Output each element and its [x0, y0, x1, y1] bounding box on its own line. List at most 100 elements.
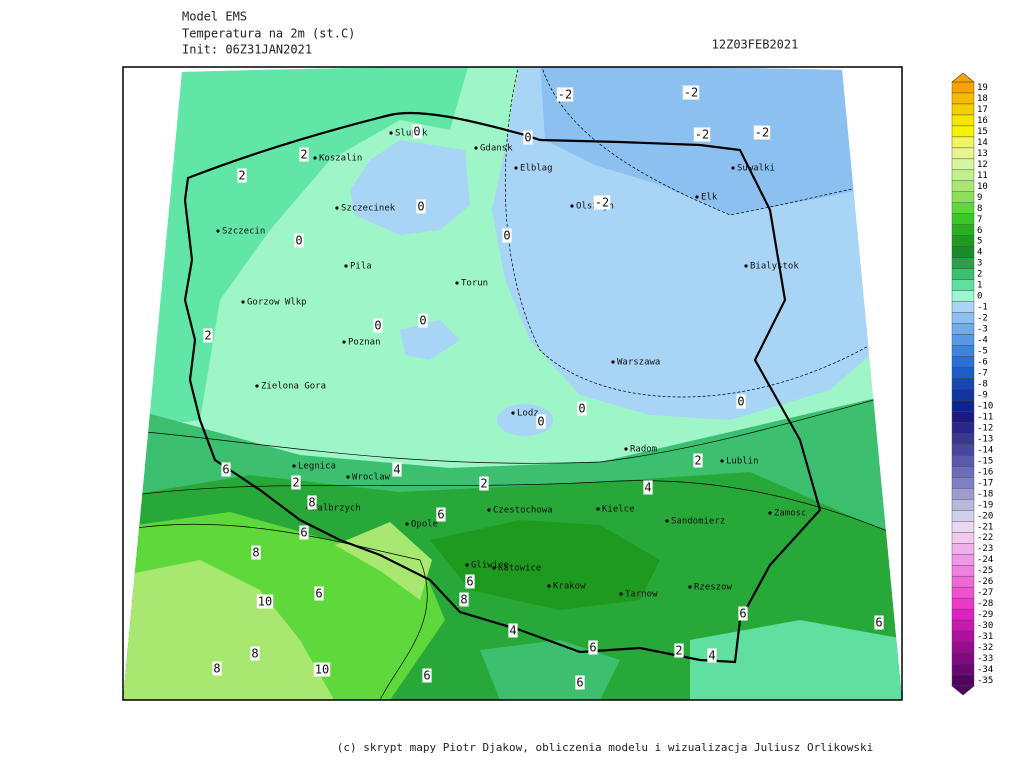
colorbar-label: -24 [977, 555, 993, 565]
colorbar-cell [951, 246, 975, 258]
colorbar-label: -1 [977, 303, 988, 313]
colorbar-label: 13 [977, 149, 988, 159]
contour-label-bg [707, 648, 717, 663]
city-label: Szczecinek [341, 204, 396, 214]
contour-label: 8 [251, 647, 258, 661]
contour-label: 0 [503, 229, 510, 243]
colorbar-label: -14 [977, 445, 993, 455]
city-dot [624, 447, 628, 451]
contour-label-bg [250, 646, 260, 661]
contour-label-bg [418, 313, 428, 328]
colorbar-label: 1 [977, 281, 982, 291]
colorbar-arrow-bottom [951, 685, 975, 696]
colorbar-cell [951, 169, 975, 182]
contour-label-bg [256, 594, 274, 609]
colorbar-label: -30 [977, 621, 993, 631]
contour-label-bg [523, 130, 533, 145]
contour-label-bg [392, 462, 402, 477]
city-dot [665, 519, 669, 523]
contour-label-bg [307, 495, 317, 510]
colorbar-cell [951, 81, 975, 94]
contour-label: 2 [204, 329, 211, 343]
colorbar-cell [951, 235, 975, 247]
contour-label: 0 [374, 319, 381, 333]
city-label: Wroclaw [352, 473, 391, 483]
city-label: Suwalki [737, 164, 775, 174]
city-label: Zamosc [774, 509, 807, 519]
colorbar-label: 17 [977, 105, 988, 115]
city-dot [405, 522, 409, 526]
colorbar-cell [951, 268, 975, 280]
contour-label: 0 [537, 415, 544, 429]
contour-label: 10 [315, 663, 329, 677]
colorbar-label: -28 [977, 599, 993, 609]
city-label: Elblag [520, 164, 553, 174]
city-label: Koszalin [319, 154, 362, 164]
contour-label: 2 [675, 644, 682, 658]
colorbar-label: -27 [977, 588, 993, 598]
contour-label: 4 [644, 481, 651, 495]
colorbar-cell [951, 575, 975, 588]
variable: Temperatura na 2m (st.C) [182, 27, 355, 41]
contour-label: 10 [258, 595, 272, 609]
city-dot [596, 507, 600, 511]
colorbar-cell [951, 466, 975, 478]
colorbar-label: -19 [977, 500, 993, 510]
contour-label: 8 [213, 662, 220, 676]
city-dot [346, 475, 350, 479]
colorbar-cell [951, 433, 975, 445]
contour-label-bg [588, 640, 598, 655]
city-dot [744, 264, 748, 268]
city-dot [255, 384, 259, 388]
valid-time: 12Z03FEB2021 [712, 38, 799, 52]
city-label: Gorzow Wlkp [247, 298, 307, 308]
contour-label: 0 [737, 395, 744, 409]
contour-label-bg [459, 592, 469, 607]
contour-label-bg [502, 228, 512, 243]
colorbar-label: -31 [977, 632, 993, 642]
contour-label: 0 [417, 200, 424, 214]
contour-label-bg [422, 668, 432, 683]
colorbar-label: 10 [977, 182, 988, 192]
city-label: Rzeszow [694, 583, 733, 593]
contour-label: 0 [419, 314, 426, 328]
contour-label-bg [736, 394, 746, 409]
colorbar-arrow-top [951, 72, 975, 83]
contour-label-bg [251, 545, 261, 560]
model-name: Model EMS [182, 10, 247, 24]
city-dot [688, 585, 692, 589]
contour-label-bg [299, 147, 309, 162]
contour-label: 8 [308, 496, 315, 510]
city-label: Legnica [298, 462, 336, 472]
contour-label: 2 [694, 454, 701, 468]
colorbar-label: -17 [977, 478, 993, 488]
contour-label-bg [465, 574, 475, 589]
contour-label: 6 [423, 669, 430, 683]
contour-label-bg [693, 453, 703, 468]
colorbar-label: -3 [977, 325, 988, 335]
city-dot [216, 229, 220, 233]
city-dot [768, 511, 772, 515]
colorbar-cell [951, 554, 975, 566]
city-label: Slupsk [395, 129, 428, 139]
city-label: Torun [461, 279, 488, 289]
contour-label: 6 [300, 526, 307, 540]
city-dot [570, 204, 574, 208]
contour-label: 2 [292, 476, 299, 490]
contour-label-bg [508, 623, 518, 638]
city-dot [619, 592, 623, 596]
contour-label: 4 [708, 649, 715, 663]
city-label: Poznan [348, 338, 381, 348]
colorbar-label: -12 [977, 423, 993, 433]
colorbar-label: -32 [977, 643, 993, 653]
colorbar-cell [951, 543, 975, 555]
colorbar-cell [951, 114, 975, 127]
city-label: Gdansk [480, 144, 513, 154]
contour-label-bg [412, 124, 422, 139]
contour-label: 0 [413, 125, 420, 139]
contour-label-bg [577, 401, 587, 416]
colorbar-label: 3 [977, 259, 982, 269]
city-label: Szczecin [222, 227, 265, 237]
city-label: Bialystok [750, 262, 799, 272]
contour-label: 0 [524, 131, 531, 145]
